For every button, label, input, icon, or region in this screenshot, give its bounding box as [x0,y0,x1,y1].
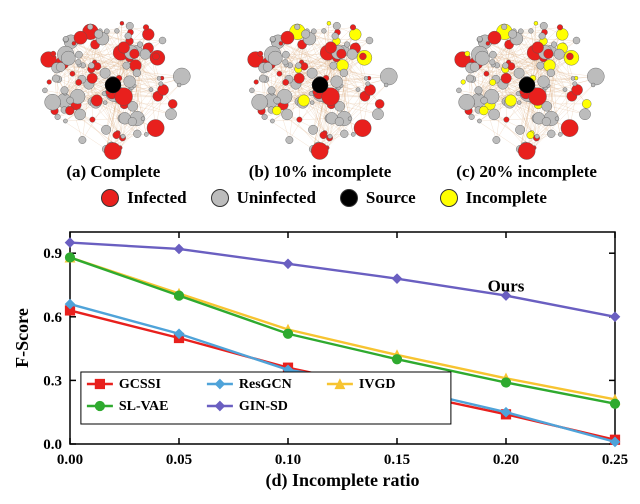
network-c: (c) 20% incomplete [427,10,627,182]
network-b-svg [230,10,410,160]
svg-text:0.05: 0.05 [166,452,192,468]
svg-text:0.10: 0.10 [275,452,301,468]
network-b: (b) 10% incomplete [220,10,420,182]
legend-item: Uninfected [203,188,316,208]
svg-text:GIN-SD: GIN-SD [239,399,288,414]
caption-c: (c) 20% incomplete [427,162,627,182]
svg-text:0.00: 0.00 [57,452,83,468]
network-c-svg [437,10,617,160]
network-panel-row: (a) Complete (b) 10% incomplete (c) 20% … [10,10,630,182]
network-a: (a) Complete [13,10,213,182]
svg-text:0.25: 0.25 [602,452,628,468]
svg-text:F-Score: F-Score [12,308,32,368]
svg-text:0.3: 0.3 [43,373,62,389]
svg-text:GCSSI: GCSSI [119,377,161,392]
svg-text:0.20: 0.20 [493,452,519,468]
svg-text:IVGD: IVGD [359,377,396,392]
network-legend: Infected Uninfected Source Incomplete [10,188,630,212]
svg-text:SL-VAE: SL-VAE [119,399,169,414]
fscore-chart: 0.0 0.3 0.6 0.9 0.00 0.05 0.10 0.15 0.20 0.25 Ours… [10,222,630,492]
svg-text:Ours: Ours [488,276,525,295]
svg-text:(d) Incomplete ratio: (d) Incomplete ratio [266,470,420,491]
svg-text:0.6: 0.6 [43,310,62,326]
svg-text:0.0: 0.0 [43,437,62,453]
caption-b: (b) 10% incomplete [220,162,420,182]
legend-item: Incomplete [432,188,547,208]
caption-a: (a) Complete [13,162,213,182]
svg-text:0.15: 0.15 [384,452,410,468]
legend-item: Source [332,188,416,208]
legend-item: Infected [93,188,186,208]
fscore-chart-svg: 0.0 0.3 0.6 0.9 0.00 0.05 0.10 0.15 0.20 0.25 Ours… [10,222,630,492]
svg-text:0.9: 0.9 [43,246,62,262]
network-a-svg [23,10,203,160]
svg-text:ResGCN: ResGCN [239,377,292,392]
